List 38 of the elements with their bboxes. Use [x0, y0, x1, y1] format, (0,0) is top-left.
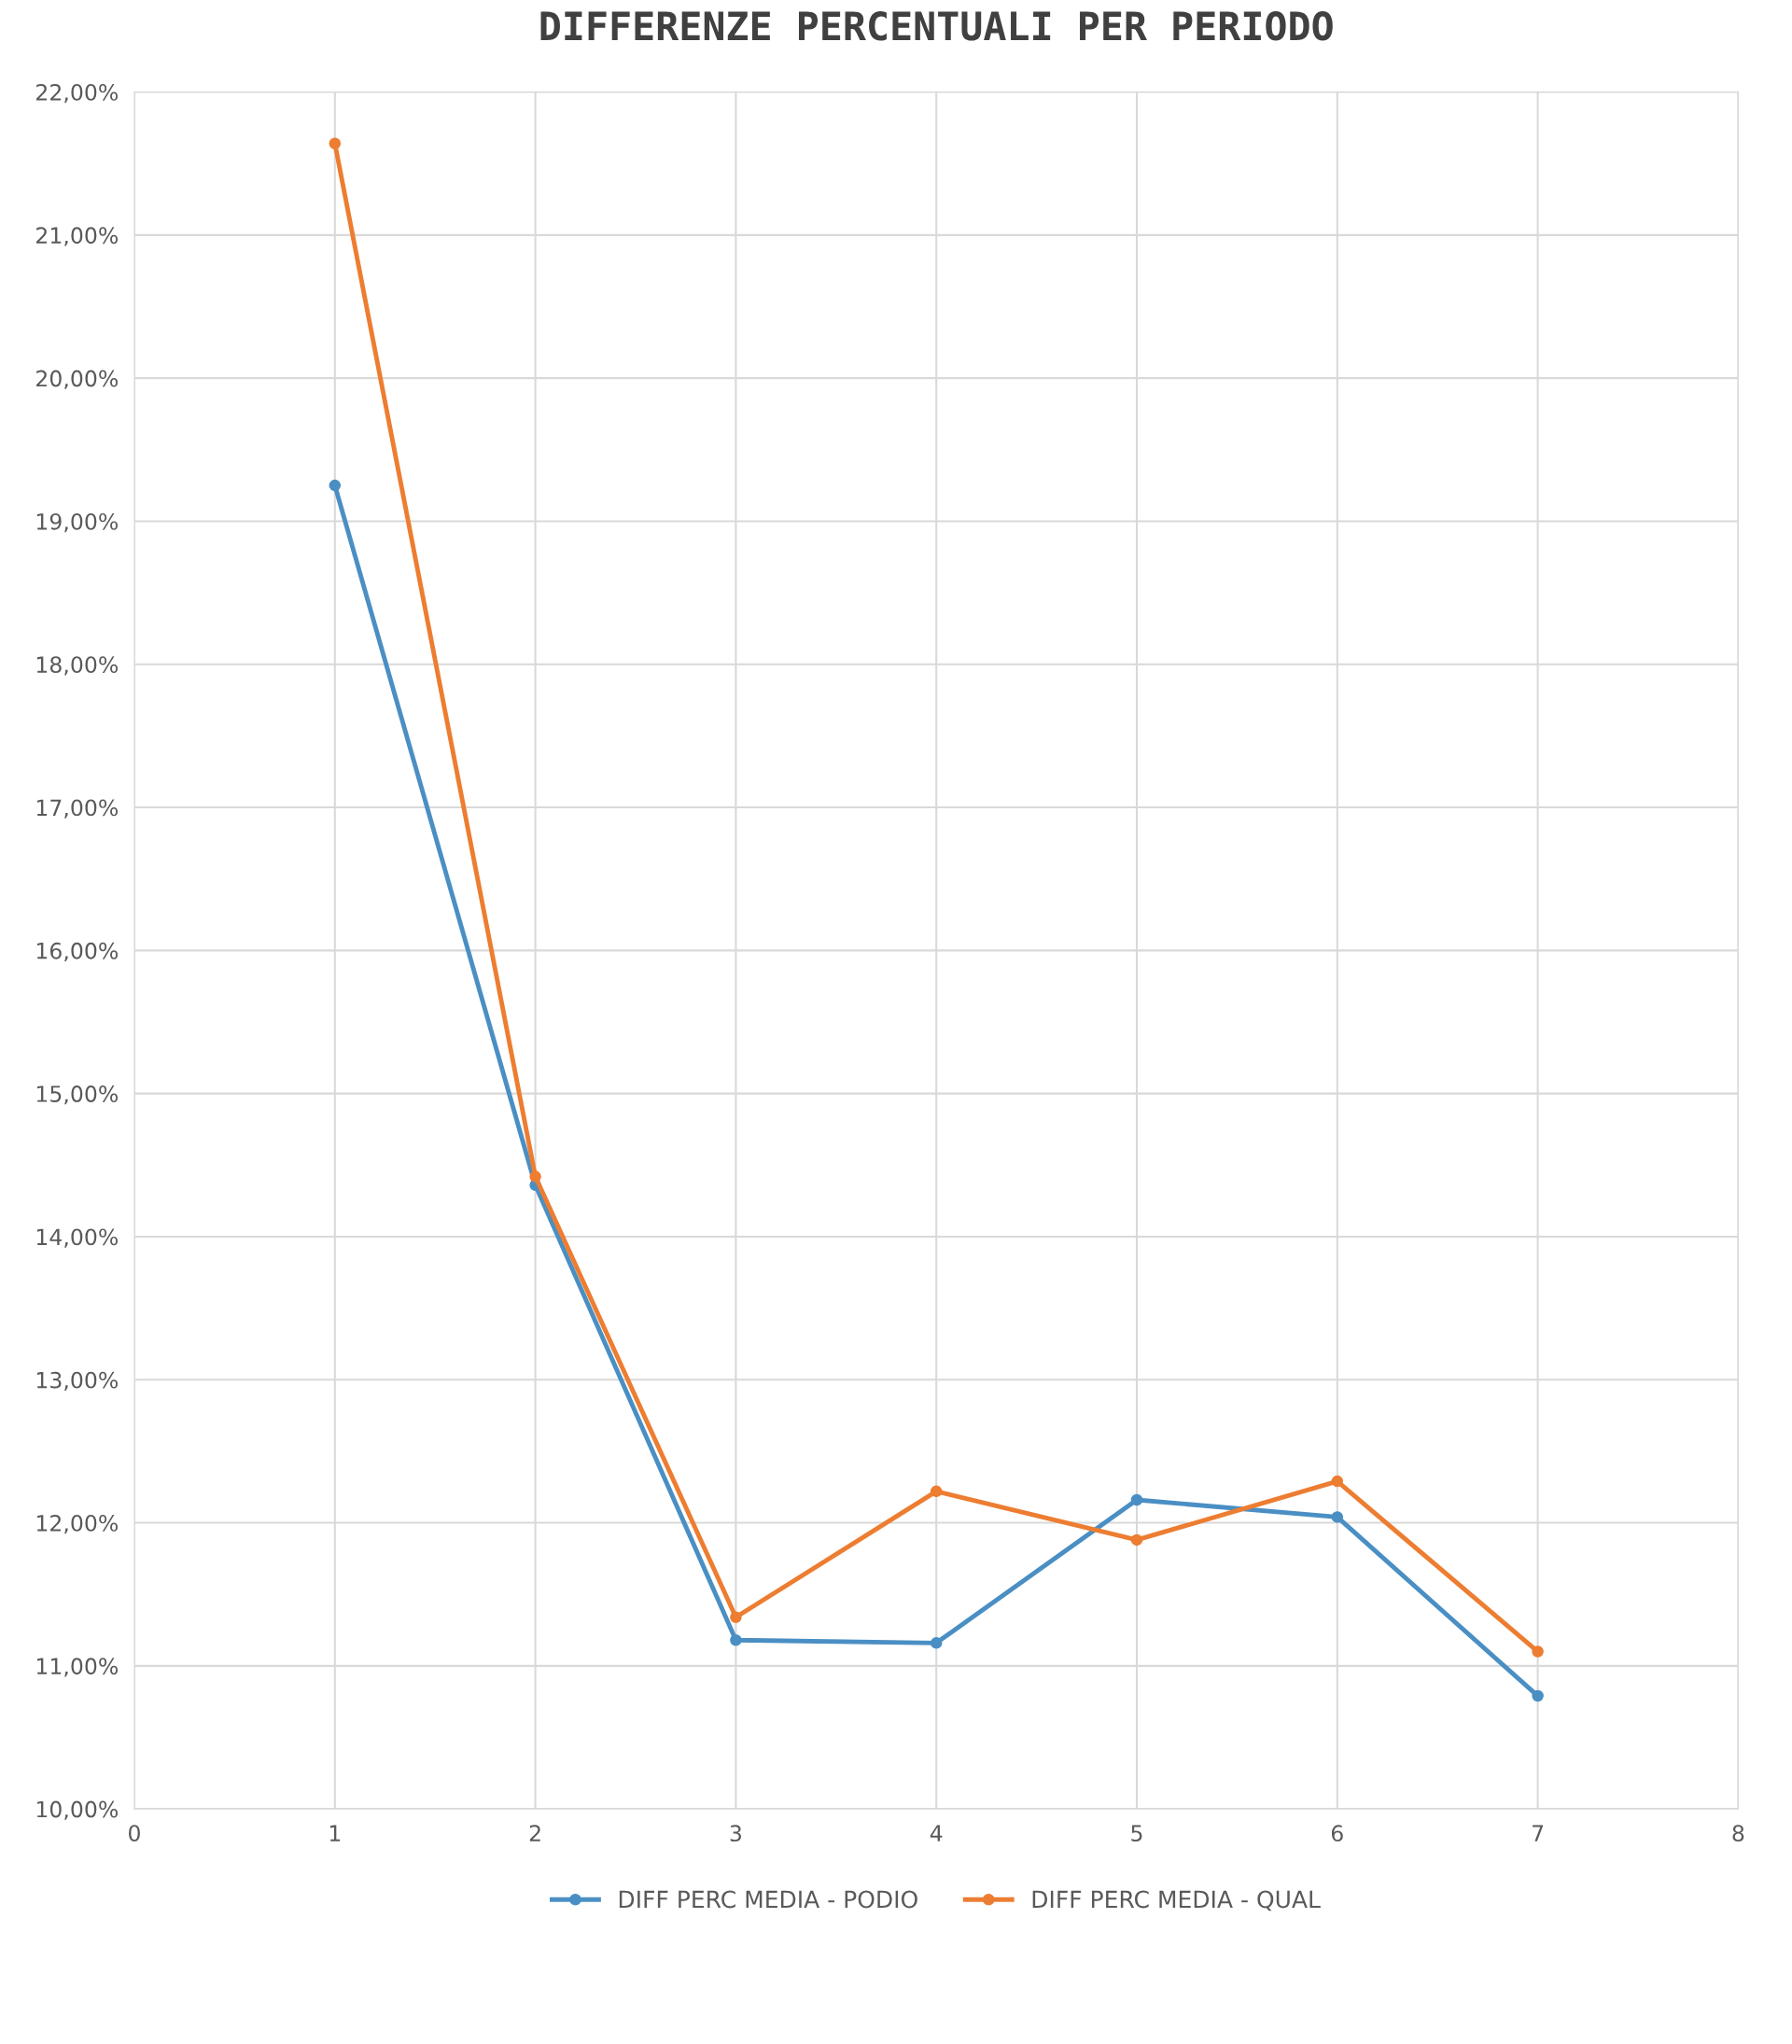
x-tick-label: 7 [1533, 1825, 1544, 1841]
point [730, 1633, 742, 1646]
y-tick-label: 22,00% [36, 84, 119, 104]
point [1130, 1493, 1143, 1506]
x-tick-label: 8 [1732, 1825, 1744, 1842]
y-tick-label: 20,00% [36, 370, 119, 389]
x-tick-label: 3 [730, 1825, 742, 1842]
legend-label: DIFF PERC MEDIA - PODIO [619, 1890, 917, 1909]
point [329, 479, 342, 492]
point [1331, 1511, 1344, 1523]
x-tick-label: 5 [1131, 1825, 1142, 1842]
y-tick-label: 14,00% [36, 1228, 119, 1248]
y-tick-label: 12,00% [36, 1515, 119, 1534]
point [730, 1611, 742, 1623]
point [1331, 1475, 1344, 1488]
y-tick-label: 10,00% [36, 1800, 119, 1820]
x-tick-label: 6 [1331, 1825, 1343, 1842]
x-tick-label: 4 [930, 1825, 943, 1841]
point [529, 1170, 541, 1183]
y-tick-label: 16,00% [36, 942, 119, 962]
y-tick-label: 11,00% [36, 1658, 119, 1677]
chart-title: DIFFERENZE PERCENTUALI PER PERIODO [540, 11, 1333, 41]
y-tick-label: 21,00% [36, 227, 119, 246]
point [930, 1637, 943, 1649]
y-tick-label: 18,00% [36, 656, 119, 676]
point [1532, 1645, 1544, 1658]
legend-label: DIFF PERC MEDIA - QUAL [1032, 1890, 1321, 1911]
x-tick-label: 1 [329, 1825, 341, 1841]
y-tick-label: 13,00% [36, 1371, 119, 1391]
point [1532, 1689, 1544, 1702]
y-tick-label: 17,00% [36, 799, 119, 819]
point [1130, 1533, 1143, 1547]
y-tick-label: 15,00% [36, 1085, 119, 1105]
point [930, 1485, 943, 1498]
x-tick-label: 0 [129, 1825, 140, 1842]
point [329, 137, 342, 149]
y-tick-label: 19,00% [36, 512, 119, 533]
x-tick-label: 2 [529, 1825, 540, 1841]
